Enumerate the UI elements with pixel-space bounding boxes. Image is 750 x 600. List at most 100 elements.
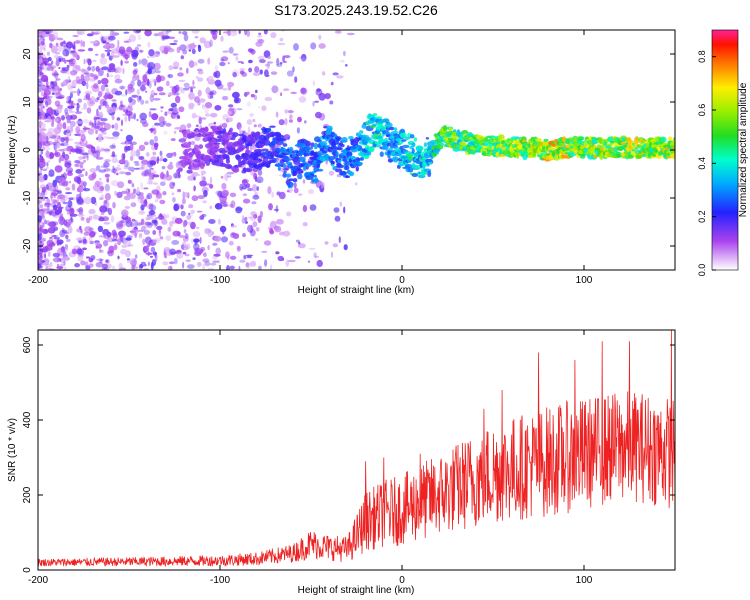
spectrogram-noise-blob — [236, 245, 241, 252]
spectrogram-noise-blob — [55, 60, 60, 67]
spectrogram-noise-blob — [48, 242, 56, 247]
spectrogram-noise-blob — [39, 184, 47, 190]
spectrogram-noise-blob — [124, 145, 128, 153]
spectrogram-noise-blob — [316, 259, 323, 268]
spectrogram-noise-blob — [79, 141, 86, 146]
spectrogram-ridge-blob — [217, 134, 226, 140]
spectrogram-noise-blob — [228, 46, 234, 54]
spectrogram-ridge-blob — [360, 156, 364, 161]
spectrogram-noise-blob — [263, 30, 268, 35]
spectrogram-noise-blob — [67, 83, 74, 91]
spectrogram-ridge-blob — [358, 162, 363, 165]
spectrogram-noise-blob — [52, 179, 57, 188]
spectrogram-noise-blob — [114, 190, 117, 196]
spectrogram-ridge-blob — [283, 168, 289, 171]
spectrogram-noise-blob — [67, 225, 73, 234]
spectrogram-noise-blob — [228, 240, 234, 246]
spectrogram-noise-blob — [220, 35, 224, 42]
spectrogram-noise-blob — [210, 30, 216, 35]
spectrogram-ridge-blob — [198, 160, 205, 168]
spectrogram-noise-blob — [312, 80, 315, 86]
spectrogram-noise-blob — [159, 172, 164, 180]
spectrogram-noise-blob — [155, 195, 162, 200]
spectrogram-noise-blob — [192, 230, 201, 238]
spectrogram-noise-blob — [108, 55, 113, 61]
spectrogram-ridge-blob — [316, 168, 324, 172]
spectrogram-noise-blob — [334, 30, 342, 34]
colorbar-frame — [711, 29, 739, 271]
spectrogram-noise-blob — [111, 99, 117, 102]
spectrogram-noise-blob — [144, 141, 149, 146]
spectrogram-noise-blob — [42, 215, 46, 222]
spectrogram-noise-blob — [75, 146, 83, 149]
spectrogram-noise-blob — [42, 140, 51, 147]
spectrogram-noise-blob — [227, 30, 232, 36]
spectrogram-noise-blob — [163, 130, 168, 135]
spectrogram-noise-blob — [53, 237, 61, 240]
spectrogram-noise-blob — [142, 74, 148, 83]
spectrogram-noise-blob — [191, 30, 200, 34]
spectrogram-noise-blob — [74, 40, 81, 44]
spectrogram-noise-blob — [180, 204, 184, 210]
spectrogram-noise-blob — [44, 62, 48, 66]
spectrogram-noise-blob — [106, 94, 114, 100]
spectrogram-noise-blob — [126, 161, 130, 170]
spectrogram-noise-blob — [149, 78, 157, 83]
spectrogram-noise-blob — [44, 78, 49, 82]
spectrogram-noise-blob — [117, 164, 121, 167]
spectrogram-noise-blob — [228, 104, 234, 108]
spectrogram-noise-blob — [83, 58, 86, 65]
spectrogram-noise-blob — [232, 233, 240, 239]
spectrogram-ridge-blob — [347, 151, 353, 157]
spectrogram-noise-blob — [197, 77, 204, 82]
spectrogram-ridge-blob — [361, 123, 367, 129]
spectrogram-noise-blob — [149, 160, 157, 166]
spectrogram-noise-blob — [214, 65, 218, 71]
spectrogram-noise-blob — [95, 53, 99, 56]
spectrogram-noise-blob — [238, 30, 241, 34]
spectrogram-noise-blob — [221, 236, 228, 243]
colorbar-tick-label: 0.8 — [697, 50, 707, 63]
spectrogram-noise-blob — [297, 243, 306, 249]
spectrogram-noise-blob — [276, 144, 282, 148]
spectrogram-noise-blob — [155, 70, 161, 74]
spectrogram-noise-blob — [111, 238, 118, 242]
spectrogram-noise-blob — [72, 34, 79, 38]
spectrogram-noise-blob — [283, 60, 287, 64]
spectrogram-noise-blob — [40, 260, 46, 263]
spectrogram-noise-blob — [177, 188, 182, 193]
spectrogram-ridge-blob — [297, 173, 303, 180]
spectrogram-noise-blob — [324, 241, 329, 245]
spectrogram-noise-blob — [269, 220, 277, 229]
spectrogram-noise-blob — [60, 137, 65, 143]
spectrogram-ridge-blob — [606, 143, 613, 147]
spectrogram-noise-blob — [321, 71, 326, 76]
spectrogram-ridge-blob — [404, 136, 409, 141]
spectrogram-ridge-blob — [337, 159, 342, 163]
spectrogram-noise-blob — [188, 212, 191, 215]
spectrogram-noise-blob — [93, 125, 101, 129]
spectrogram-noise-blob — [120, 220, 124, 224]
spectrogram-noise-blob — [246, 119, 253, 125]
spectrogram-noise-blob — [139, 263, 144, 269]
spectrogram-ridge-blob — [336, 164, 344, 169]
spectrogram-noise-blob — [65, 192, 73, 195]
spectrogram-noise-blob — [62, 122, 67, 130]
spectrogram-noise-blob — [154, 199, 159, 203]
spectrogram-noise-blob — [132, 188, 137, 194]
spectrogram-noise-blob — [286, 211, 292, 217]
spectrogram-ridge-blob — [671, 139, 675, 145]
colorbar-gradient — [712, 30, 738, 270]
spectrogram-noise-blob — [270, 32, 277, 39]
spectrogram-noise-blob — [340, 59, 345, 63]
spectrogram-ridge-blob — [579, 155, 586, 159]
spectrogram-noise-blob — [227, 62, 230, 65]
spectrogram-noise-blob — [68, 110, 76, 114]
spectrogram-noise-blob — [228, 104, 234, 108]
spectrogram-noise-blob — [282, 230, 291, 237]
spectrogram-noise-blob — [146, 215, 154, 219]
spectrogram-ridge-blob — [453, 129, 457, 133]
spectrogram-noise-blob — [238, 265, 241, 270]
spectrogram-noise-blob — [39, 161, 46, 168]
spectrogram-noise-blob — [203, 252, 207, 258]
